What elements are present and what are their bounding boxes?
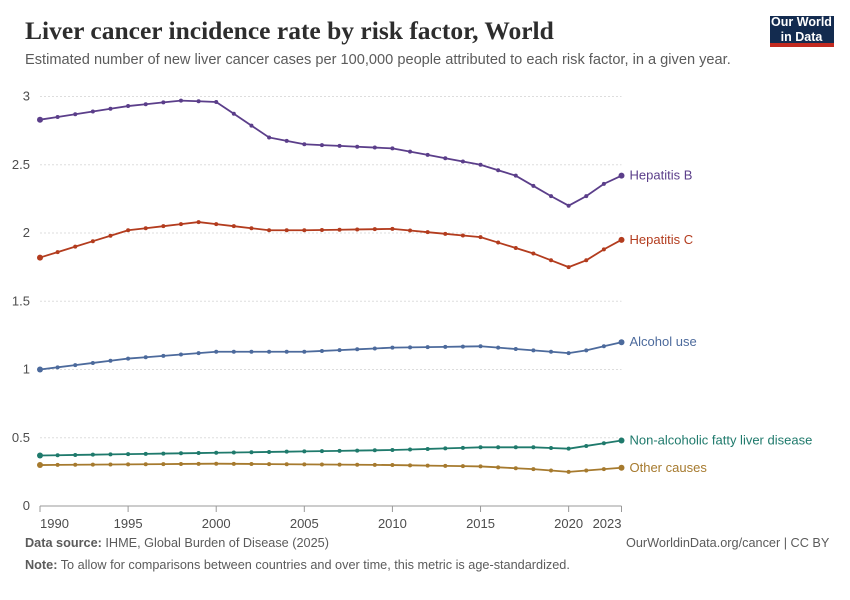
svg-text:2010: 2010 xyxy=(378,516,407,531)
svg-text:0: 0 xyxy=(23,498,30,513)
svg-text:2020: 2020 xyxy=(554,516,583,531)
svg-text:1990: 1990 xyxy=(40,516,69,531)
svg-text:1: 1 xyxy=(23,362,30,377)
svg-text:Alcohol use: Alcohol use xyxy=(630,334,697,349)
svg-text:3: 3 xyxy=(23,89,30,104)
svg-text:1.5: 1.5 xyxy=(12,293,30,308)
svg-text:2.5: 2.5 xyxy=(12,157,30,172)
svg-text:1995: 1995 xyxy=(114,516,143,531)
svg-text:2000: 2000 xyxy=(202,516,231,531)
svg-text:Hepatitis C: Hepatitis C xyxy=(630,232,694,247)
svg-text:Non-alcoholic fatty liver dise: Non-alcoholic fatty liver disease xyxy=(630,432,813,447)
svg-text:Hepatitis B: Hepatitis B xyxy=(630,168,693,183)
svg-text:Other causes: Other causes xyxy=(630,460,708,475)
svg-text:2023: 2023 xyxy=(593,516,622,531)
svg-text:2005: 2005 xyxy=(290,516,319,531)
svg-text:2015: 2015 xyxy=(466,516,495,531)
svg-text:2: 2 xyxy=(23,225,30,240)
svg-text:0.5: 0.5 xyxy=(12,430,30,445)
